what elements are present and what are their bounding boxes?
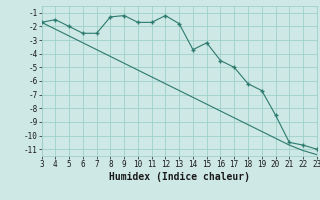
X-axis label: Humidex (Indice chaleur): Humidex (Indice chaleur) [109, 172, 250, 182]
